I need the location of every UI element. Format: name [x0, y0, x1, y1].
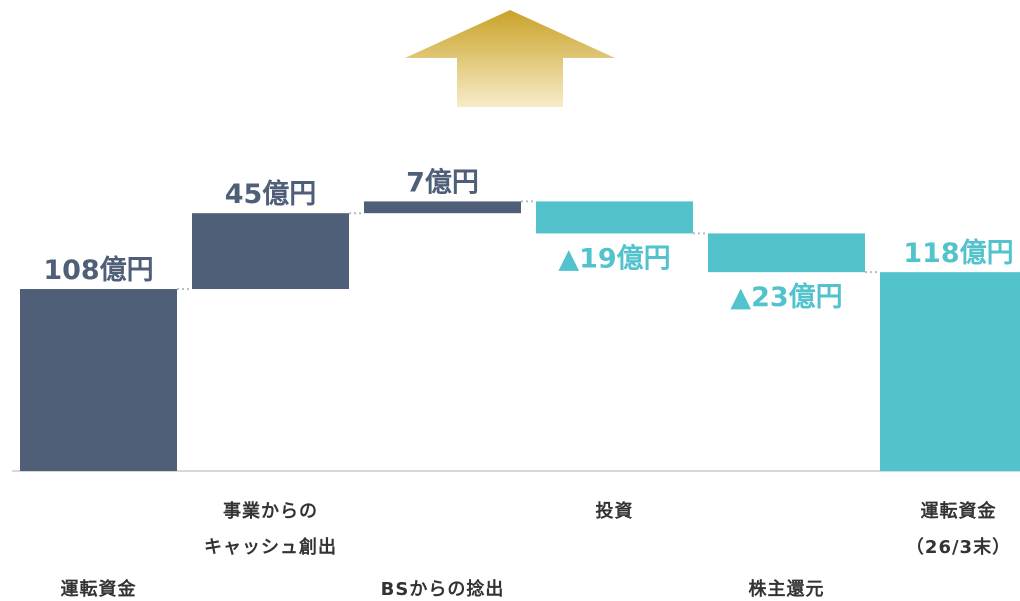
value-label: 7億円	[406, 167, 479, 198]
bar	[708, 233, 865, 273]
bar	[536, 201, 693, 234]
category-label: 事業からの キャッシュ創出	[204, 501, 337, 558]
category-label: 運転資金 （26/3末）	[905, 501, 1012, 558]
value-label: ▲23億円	[730, 282, 842, 313]
value-label: 118億円	[903, 238, 1013, 269]
up-arrow	[405, 10, 615, 107]
bar	[880, 272, 1020, 471]
bar	[364, 201, 521, 214]
value-label: 45億円	[225, 179, 317, 210]
category-label: 投資	[595, 501, 634, 522]
bar	[192, 213, 349, 290]
category-label: 運転資金	[60, 579, 137, 600]
bar	[20, 289, 177, 471]
category-label: 株主還元	[748, 579, 825, 600]
value-label: 108億円	[43, 255, 153, 286]
value-label: ▲19億円	[558, 243, 670, 274]
category-label: BSからの捻出	[380, 579, 505, 600]
